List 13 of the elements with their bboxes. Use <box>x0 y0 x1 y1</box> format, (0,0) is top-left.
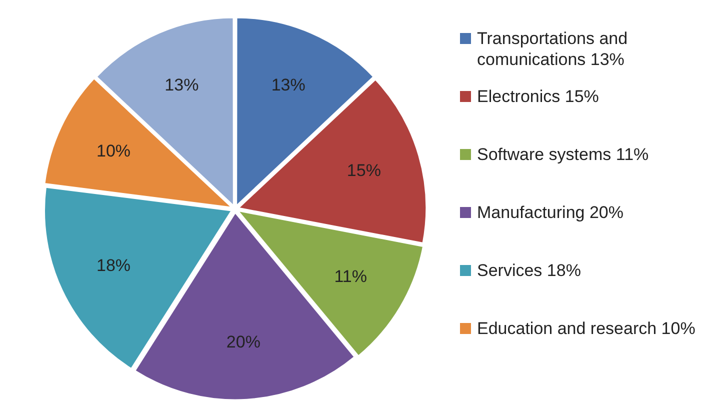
data-label: 20% <box>226 332 260 352</box>
data-label: 15% <box>346 161 381 180</box>
legend-label: Electronics 15% <box>477 86 599 107</box>
data-label: 10% <box>96 142 131 161</box>
legend-label: Manufacturing 20% <box>477 202 624 223</box>
legend-label: Education and research 10% <box>477 318 696 339</box>
legend-label: Transportations and comunications 13% <box>477 28 629 70</box>
legend-label: Services 18% <box>477 260 581 281</box>
data-label: 11% <box>334 267 367 286</box>
data-label: 18% <box>96 256 131 275</box>
legend-label: Software systems 11% <box>477 144 649 165</box>
data-label: 13% <box>271 75 306 94</box>
data-label: 13% <box>164 75 199 94</box>
